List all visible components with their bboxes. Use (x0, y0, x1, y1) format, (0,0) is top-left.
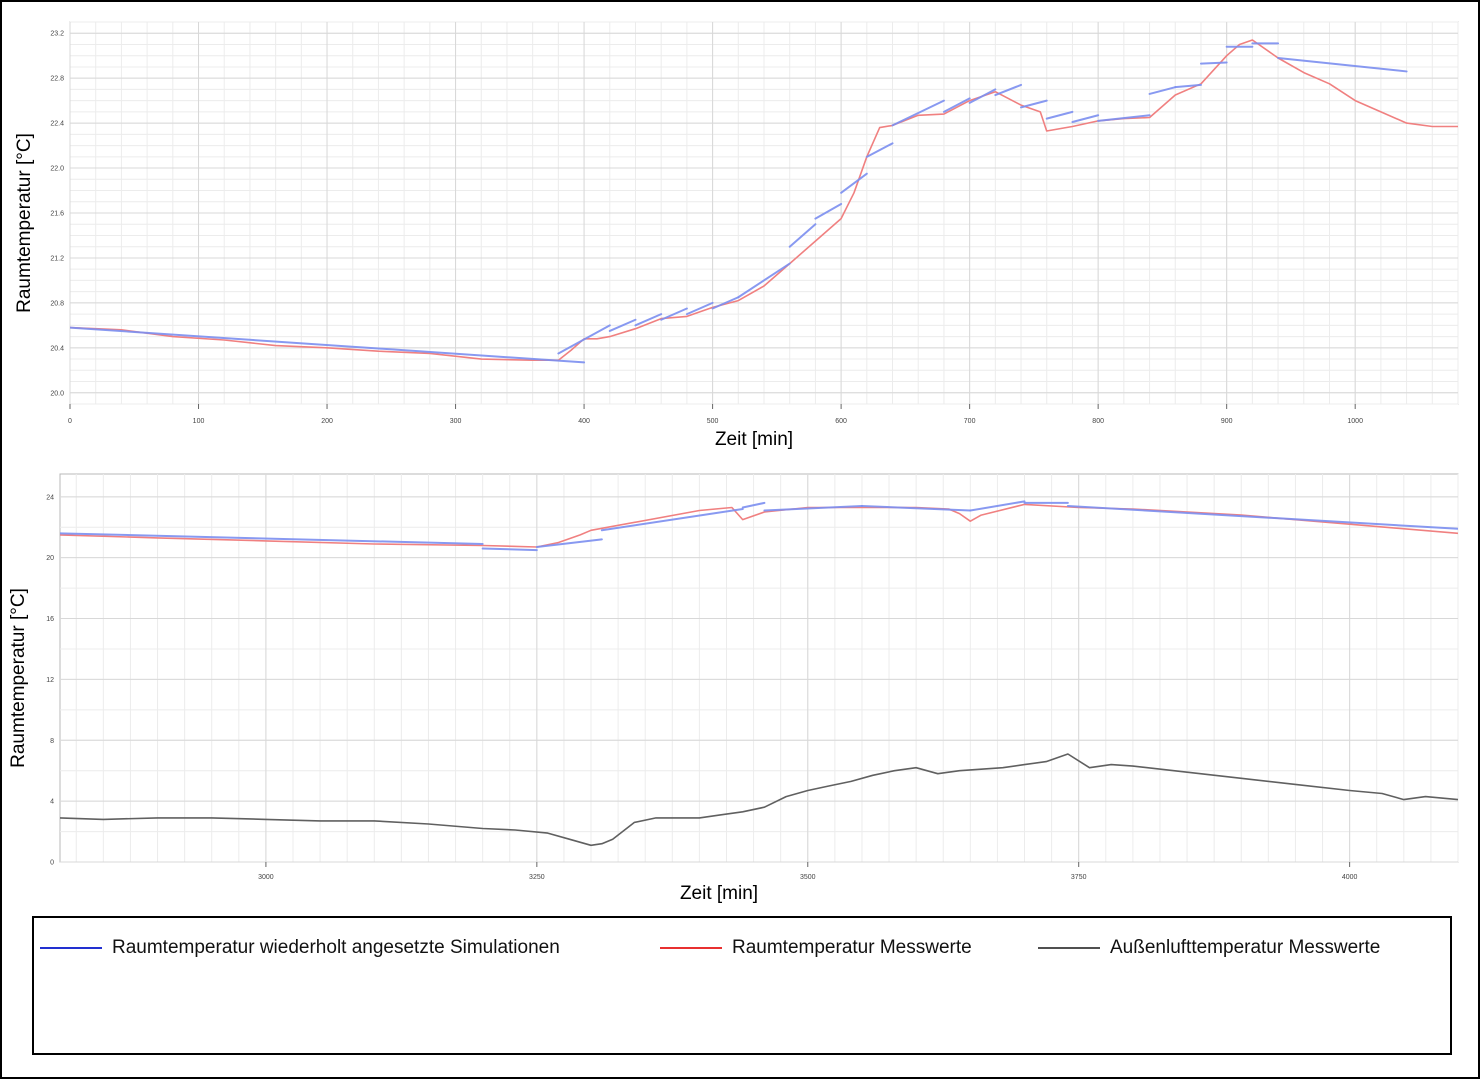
x-tick-label: 3500 (800, 874, 816, 881)
series-segment-simulation (788, 223, 817, 248)
series-segment-simulation (1277, 56, 1408, 73)
y-tick-label: 20 (46, 555, 54, 562)
x-tick-label: 900 (1221, 418, 1233, 425)
series-segment-simulation (557, 324, 611, 355)
x-tick-label: 300 (450, 418, 462, 425)
chart-bottom: 3000 3250 3500 3750 4000 0 4 8 12 16 20 24 Zeit [min… (8, 473, 1459, 904)
series-segment-simulation (1066, 504, 1458, 530)
legend-item-outdoor: Außenlufttemperatur Messwerte (1038, 936, 1380, 960)
series-segment-simulation (600, 507, 744, 532)
legend-swatch-outdoor (1038, 947, 1100, 949)
series-segment-simulation (1148, 86, 1177, 95)
series-segment-simulation (1174, 83, 1202, 89)
series-segment-simulation (608, 318, 637, 332)
x-tick-label: 600 (835, 418, 847, 425)
y-tick-label: 4 (50, 799, 54, 806)
x-tick-label: 100 (193, 418, 205, 425)
legend-swatch-measured (660, 947, 722, 949)
legend-label-simulation: Raumtemperatur wiederholt angesetzte Sim… (112, 937, 560, 958)
x-tick-label: 1000 (1347, 418, 1363, 425)
y-tick-label: 20.4 (50, 345, 64, 352)
series-segment-simulation (814, 203, 843, 220)
series-segment-simulation (481, 547, 538, 552)
x-tick-label: 200 (321, 418, 333, 425)
y-tick-label: 23.2 (50, 31, 64, 38)
y-axis-title: Raumtemperatur [°C] (8, 588, 29, 768)
legend-label-outdoor: Außenlufttemperatur Messwerte (1110, 937, 1381, 958)
legend-item-measured: Raumtemperatur Messwerte (660, 936, 972, 960)
series-segment-simulation (865, 142, 894, 158)
y-tick-label: 16 (46, 616, 54, 623)
series-segment-simulation (860, 504, 972, 512)
y-tick-label: 8 (50, 738, 54, 745)
y-tick-label: 12 (46, 677, 54, 684)
series-segment-simulation (70, 326, 586, 364)
series-segment-simulation (535, 538, 603, 549)
x-axis-title: Zeit [min] (715, 429, 793, 450)
series-segment-simulation (685, 301, 714, 316)
series-line-outdoor (60, 753, 1458, 847)
series-segment-simulation (968, 88, 997, 104)
legend: Raumtemperatur wiederholt angesetzte Sim… (32, 916, 1452, 1055)
y-tick-label: 20.8 (50, 300, 64, 307)
y-axis-title: Raumtemperatur [°C] (14, 133, 35, 313)
x-tick-label: 4000 (1342, 874, 1358, 881)
series-segment-simulation (840, 172, 868, 194)
x-tick-label: 0 (68, 418, 72, 425)
series-segment-simulation (1097, 114, 1151, 122)
x-tick-label: 800 (1092, 418, 1104, 425)
y-tick-label: 21.6 (50, 211, 64, 218)
x-tick-label: 3250 (529, 874, 545, 881)
y-tick-label: 22.8 (50, 76, 64, 83)
y-tick-label: 22.4 (50, 121, 64, 128)
plot-series (70, 39, 1458, 364)
series-line-measured (70, 39, 1458, 362)
y-tick-label: 24 (46, 494, 54, 501)
series-segment-simulation (1020, 99, 1048, 109)
series-segment-simulation (969, 500, 1026, 512)
chart-top: 0 100 200 300 400 500 600 700 800 900 1000 20.0 20.4… (14, 21, 1459, 450)
series-segment-simulation (634, 313, 663, 327)
x-tick-label: 3750 (1071, 874, 1087, 881)
y-tick-label: 22.0 (50, 166, 64, 173)
legend-label-measured: Raumtemperatur Messwerte (732, 937, 972, 958)
y-tick-label: 20.0 (50, 390, 64, 397)
x-tick-label: 700 (964, 418, 976, 425)
series-segment-simulation (660, 307, 688, 321)
series-segment-simulation (994, 83, 1023, 97)
x-tick-label: 500 (707, 418, 719, 425)
series-segment-simulation (711, 296, 740, 310)
legend-item-simulation: Raumtemperatur wiederholt angesetzte Sim… (40, 936, 560, 960)
y-tick-label: 0 (50, 860, 54, 867)
x-axis-title: Zeit [min] (680, 883, 758, 904)
y-tick-label: 21.2 (50, 255, 64, 262)
series-segment-simulation (60, 532, 484, 545)
series-segment-simulation (891, 99, 945, 127)
x-tick-label: 400 (578, 418, 590, 425)
legend-swatch-simulation (40, 947, 102, 949)
plot-series (60, 500, 1458, 847)
gridlines (60, 474, 1459, 863)
series-segment-simulation (737, 262, 791, 299)
plot-area (59, 473, 1459, 863)
series-segment-simulation (1045, 110, 1074, 120)
series-segment-simulation (741, 501, 766, 509)
x-tick-label: 3000 (258, 874, 274, 881)
series-segment-simulation (1071, 114, 1100, 123)
series-segment-simulation (763, 504, 863, 512)
series-segment-simulation (942, 97, 971, 113)
series-segment-simulation (1199, 61, 1228, 65)
